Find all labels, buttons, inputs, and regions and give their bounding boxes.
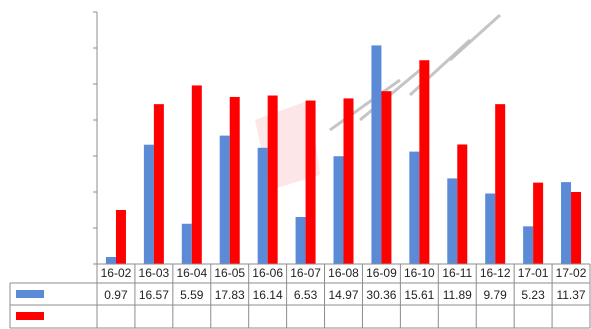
category-label: 16-11 <box>442 266 472 280</box>
data-table <box>9 263 591 329</box>
bar-series1-16-04 <box>181 223 192 264</box>
bar-series1-16-11 <box>447 178 458 264</box>
category-label: 16-03 <box>139 266 170 280</box>
bar-series2-17-01 <box>533 182 544 264</box>
legend-swatch-series1 <box>16 290 44 298</box>
category-label: 16-08 <box>328 266 359 280</box>
table-labels: 16-02 16-03 16-04 16-05 16-06 16-07 16-08 16-09… <box>16 266 587 320</box>
value-label: 30.36 <box>366 288 396 302</box>
category-label: 16-04 <box>176 266 207 280</box>
bar-series1-16-09 <box>371 45 382 264</box>
legend-swatch-series2 <box>16 312 44 320</box>
bar-series1-16-07 <box>295 216 306 264</box>
bar-series2-16-09 <box>381 91 392 264</box>
bar-series2-17-02 <box>571 192 582 264</box>
bar-series1-16-06 <box>257 147 268 264</box>
bar-series2-16-06 <box>267 95 278 265</box>
category-label: 17-01 <box>518 266 549 280</box>
value-label: 15.61 <box>404 288 434 302</box>
watermark-stroke <box>329 78 401 132</box>
value-label: 14.97 <box>328 288 358 302</box>
category-label: 16-05 <box>214 266 245 280</box>
category-label: 17-02 <box>556 266 587 280</box>
value-label: 0.97 <box>104 288 128 302</box>
bar-series1-16-05 <box>219 135 230 264</box>
bar-series2-16-05 <box>229 96 240 265</box>
category-label: 16-07 <box>290 266 321 280</box>
value-label: 16.57 <box>139 288 169 302</box>
value-label: 11.37 <box>556 288 585 302</box>
bar-series1-17-02 <box>561 182 572 264</box>
bar-series2-16-10 <box>419 60 430 264</box>
bar-series2-16-12 <box>495 104 506 264</box>
bar-series1-16-02 <box>105 257 116 264</box>
value-label: 16.14 <box>253 288 283 302</box>
value-label: 5.23 <box>521 288 545 302</box>
bar-series2-16-04 <box>191 85 202 264</box>
bars <box>105 45 582 265</box>
category-label: 16-10 <box>404 266 435 280</box>
bar-series2-16-03 <box>153 104 164 264</box>
bar-series1-16-12 <box>485 193 496 264</box>
value-label: 17.83 <box>215 288 245 302</box>
value-label: 11.89 <box>443 288 472 302</box>
bar-series2-16-08 <box>343 98 354 265</box>
watermark-stroke <box>448 13 502 62</box>
value-label: 9.79 <box>484 288 508 302</box>
bar-series2-16-07 <box>305 100 316 264</box>
category-label: 16-09 <box>366 266 397 280</box>
value-label: 6.53 <box>294 288 318 302</box>
category-label: 16-12 <box>480 266 511 280</box>
bar-series1-16-10 <box>409 151 420 264</box>
bar-series1-16-08 <box>333 156 344 264</box>
bar-series2-16-11 <box>457 144 468 264</box>
category-label: 16-02 <box>101 266 132 280</box>
bar-series2-16-02 <box>115 210 126 264</box>
value-label: 5.59 <box>180 288 204 302</box>
bar-series1-17-01 <box>523 226 534 264</box>
bar-series1-16-03 <box>143 144 154 264</box>
category-label: 16-06 <box>252 266 283 280</box>
